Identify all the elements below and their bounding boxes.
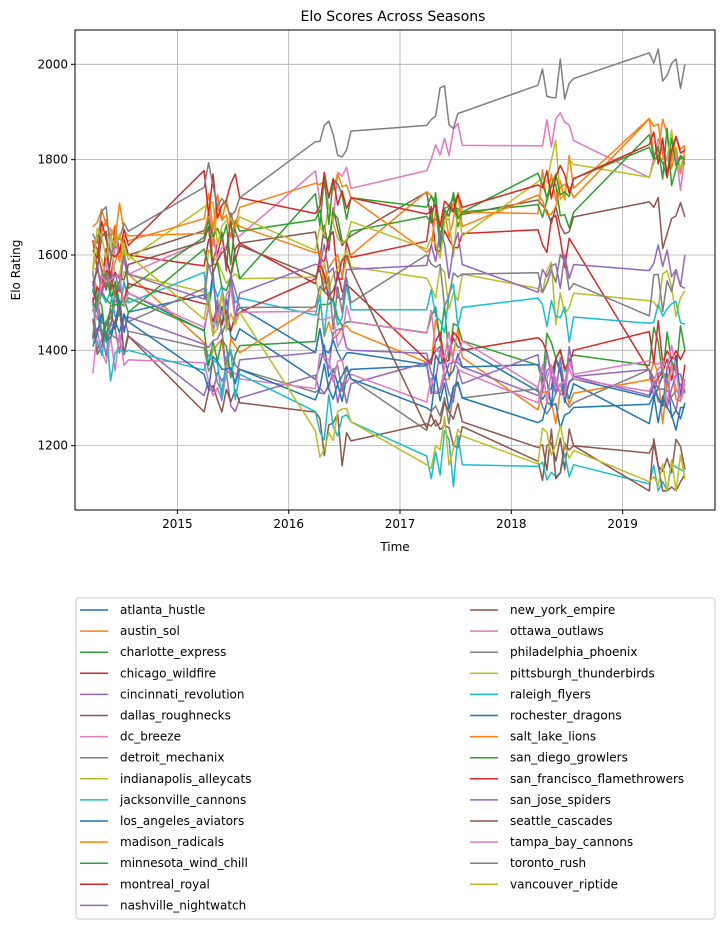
series-line-tampa-bay-cannons — [92, 273, 686, 406]
series-line-pittsburgh-thunderbirds — [92, 129, 686, 278]
legend-label: seattle_cascades — [510, 814, 613, 828]
series-line-jacksonville-cannons — [92, 271, 686, 343]
legend-label: raleigh_flyers — [510, 687, 591, 701]
series-line-new-york-empire — [92, 305, 686, 482]
series-line-vancouver-riptide — [92, 227, 686, 492]
y-tick-label: 1800 — [37, 153, 68, 167]
y-tick-label: 1400 — [37, 343, 68, 357]
x-tick-label: 2016 — [273, 517, 304, 531]
series-line-chicago-wildfire — [92, 205, 686, 398]
legend-label: jacksonville_cannons — [119, 793, 246, 807]
series-line-detroit-mechanix — [92, 300, 686, 432]
legend-label: minnesota_wind_chill — [120, 856, 248, 870]
legend-label: nashville_nightwatch — [120, 898, 246, 912]
legend-label: cincinnati_revolution — [120, 687, 245, 701]
series-line-cincinnati-revolution — [92, 297, 686, 409]
series-line-rochester-dragons — [92, 313, 685, 431]
legend-frame — [75, 597, 716, 920]
x-tick-label: 2017 — [385, 517, 416, 531]
legend-label: pittsburgh_thunderbirds — [510, 666, 655, 680]
y-axis-label: Elo Rating — [9, 240, 23, 301]
plot-frame — [74, 29, 716, 511]
series-line-austin-sol — [92, 248, 686, 425]
x-tick-label: 2019 — [607, 517, 638, 531]
legend-label: chicago_wildfire — [120, 666, 216, 680]
x-tick-label: 2018 — [496, 517, 527, 531]
series-line-nashville-nightwatch — [92, 312, 686, 413]
y-tick-label: 1200 — [37, 439, 68, 453]
series-line-dallas-roughnecks — [92, 191, 686, 291]
series-line-montreal-royal — [92, 264, 686, 375]
x-ticks: 2015 2016 2017 2018 2019 — [162, 510, 638, 531]
legend-label: madison_radicals — [120, 835, 224, 849]
legend-label: new_york_empire — [510, 603, 615, 617]
legend-label: dc_breeze — [120, 730, 181, 744]
series-line-salt-lake-lions — [92, 118, 686, 263]
legend-label: salt_lake_lions — [510, 730, 596, 744]
series-line-los-angeles-aviators — [92, 271, 686, 408]
legend-label: toronto_rush — [510, 856, 586, 870]
legend-label: dallas_roughnecks — [120, 709, 231, 723]
legend-label: philadelphia_phoenix — [510, 645, 637, 659]
legend-label: charlotte_express — [120, 645, 226, 659]
legend-label: rochester_dragons — [510, 709, 622, 723]
legend-label: indianapolis_alleycats — [120, 772, 252, 786]
legend-label: tampa_bay_cannons — [510, 835, 633, 849]
series-line-raleigh-flyers — [92, 330, 686, 492]
series-line-indianapolis-alleycats — [92, 249, 686, 326]
series-line-seattle-cascades — [92, 220, 686, 492]
series-line-san-jose-spiders — [92, 230, 686, 331]
legend-label: ottawa_outlaws — [510, 624, 604, 638]
grid — [75, 30, 715, 510]
series-line-ottawa-outlaws — [92, 331, 686, 407]
legend-label: detroit_mechanix — [120, 751, 224, 765]
legend-label: san_francisco_flamethrowers — [510, 772, 684, 786]
x-tick-label: 2015 — [162, 517, 193, 531]
legend-label: vancouver_riptide — [510, 877, 618, 891]
series-line-philadelphia-phoenix — [92, 253, 686, 339]
chart-title: Elo Scores Across Seasons — [301, 9, 486, 25]
series-line-toronto-rush — [92, 48, 686, 257]
legend-label: san_jose_spiders — [510, 793, 611, 807]
legend-label: san_diego_growlers — [510, 751, 628, 765]
x-axis-label: Time — [379, 540, 409, 554]
series-line-san-francisco-flamethrowers — [92, 131, 686, 259]
legend-label: montreal_royal — [120, 877, 210, 891]
legend: atlanta_hustle austin_sol charlotte_expres… — [80, 603, 684, 912]
y-tick-label: 2000 — [37, 57, 68, 71]
y-tick-label: 1600 — [37, 248, 68, 262]
y-ticks: 1200 1400 1600 1800 2000 — [37, 57, 75, 453]
legend-label: los_angeles_aviators — [120, 814, 244, 828]
legend-label: atlanta_hustle — [120, 603, 205, 617]
series-group — [92, 48, 686, 492]
legend-label: austin_sol — [120, 624, 180, 638]
